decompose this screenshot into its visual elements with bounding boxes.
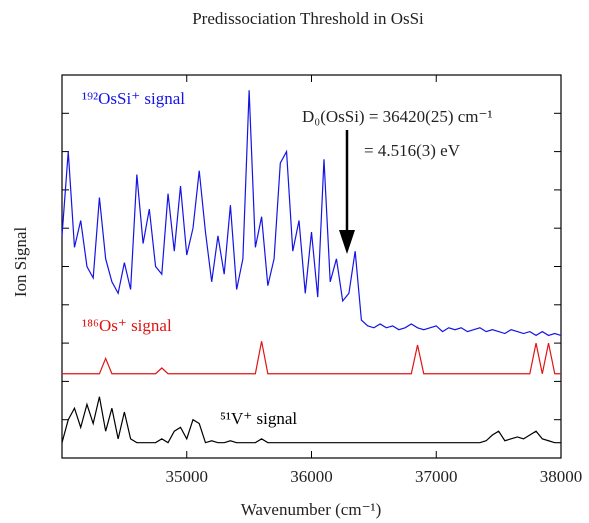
arrow-head xyxy=(339,230,355,254)
x-tick-label: 35000 xyxy=(166,467,209,486)
annotation: = 4.516(3) eV xyxy=(364,141,461,160)
series-line xyxy=(62,341,561,375)
x-tick-label: 37000 xyxy=(415,467,458,486)
plot-frame xyxy=(61,74,562,459)
series-label: ¹⁸⁶Os⁺ signal xyxy=(82,316,172,335)
x-tick-label: 36000 xyxy=(290,467,333,486)
series-line xyxy=(61,90,562,337)
y-axis-label: Ion Signal xyxy=(11,227,30,298)
series-label: ⁵¹V⁺ signal xyxy=(220,409,297,428)
series-label: ¹⁹²OsSi⁺ signal xyxy=(82,89,185,108)
x-tick-label: 38000 xyxy=(540,467,583,486)
x-axis-label: Wavenumber (cm⁻¹) xyxy=(241,500,382,519)
chart-title: Predissociation Threshold in OsSi xyxy=(192,9,424,28)
series-line xyxy=(61,396,561,444)
annotation: D₀(OsSi) = 36420(25) cm⁻¹ xyxy=(302,107,493,126)
